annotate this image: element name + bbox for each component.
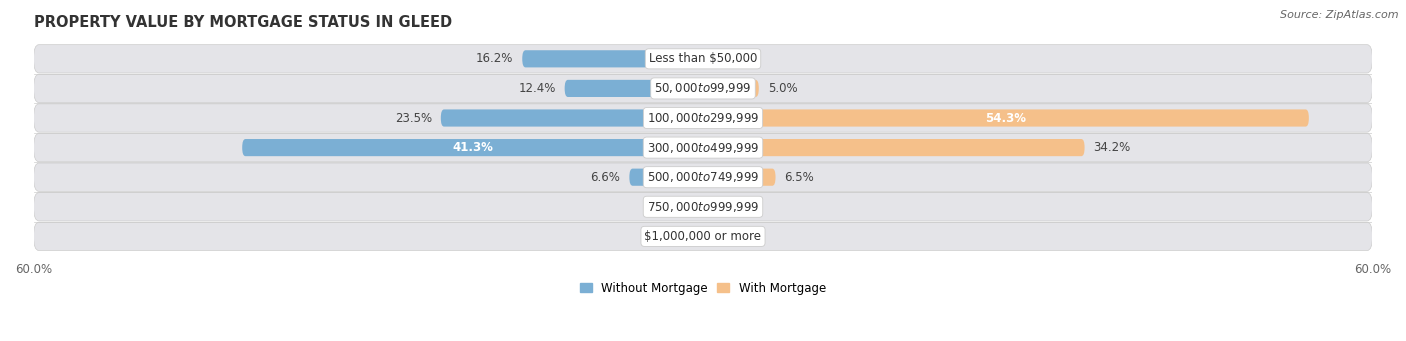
Text: Less than $50,000: Less than $50,000	[648, 52, 758, 65]
FancyBboxPatch shape	[34, 163, 1372, 191]
FancyBboxPatch shape	[522, 50, 703, 68]
Text: $500,000 to $749,999: $500,000 to $749,999	[647, 170, 759, 184]
Text: 6.5%: 6.5%	[785, 171, 814, 184]
FancyBboxPatch shape	[34, 193, 1372, 221]
FancyBboxPatch shape	[703, 168, 776, 186]
FancyBboxPatch shape	[441, 109, 703, 127]
Text: 5.0%: 5.0%	[768, 82, 797, 95]
FancyBboxPatch shape	[703, 139, 1084, 156]
Text: 0.0%: 0.0%	[711, 200, 741, 213]
FancyBboxPatch shape	[703, 109, 1309, 127]
FancyBboxPatch shape	[630, 168, 703, 186]
FancyBboxPatch shape	[34, 104, 1372, 132]
Text: $750,000 to $999,999: $750,000 to $999,999	[647, 200, 759, 214]
FancyBboxPatch shape	[34, 222, 1372, 251]
FancyBboxPatch shape	[34, 45, 1372, 73]
Text: $50,000 to $99,999: $50,000 to $99,999	[654, 81, 752, 95]
Text: Source: ZipAtlas.com: Source: ZipAtlas.com	[1281, 10, 1399, 20]
FancyBboxPatch shape	[703, 80, 759, 97]
Text: 0.0%: 0.0%	[665, 230, 695, 243]
FancyBboxPatch shape	[242, 139, 703, 156]
Text: 12.4%: 12.4%	[519, 82, 555, 95]
Text: 34.2%: 34.2%	[1094, 141, 1130, 154]
Text: 0.0%: 0.0%	[711, 52, 741, 65]
Text: 16.2%: 16.2%	[477, 52, 513, 65]
FancyBboxPatch shape	[34, 74, 1372, 103]
Text: 6.6%: 6.6%	[591, 171, 620, 184]
Text: $100,000 to $299,999: $100,000 to $299,999	[647, 111, 759, 125]
Text: 23.5%: 23.5%	[395, 112, 432, 124]
Text: 41.3%: 41.3%	[453, 141, 494, 154]
Text: $1,000,000 or more: $1,000,000 or more	[644, 230, 762, 243]
FancyBboxPatch shape	[565, 80, 703, 97]
FancyBboxPatch shape	[34, 133, 1372, 162]
Text: $300,000 to $499,999: $300,000 to $499,999	[647, 140, 759, 154]
Text: PROPERTY VALUE BY MORTGAGE STATUS IN GLEED: PROPERTY VALUE BY MORTGAGE STATUS IN GLE…	[34, 15, 451, 30]
Text: 0.0%: 0.0%	[711, 230, 741, 243]
Legend: Without Mortgage, With Mortgage: Without Mortgage, With Mortgage	[575, 277, 831, 299]
Text: 0.0%: 0.0%	[665, 200, 695, 213]
Text: 54.3%: 54.3%	[986, 112, 1026, 124]
